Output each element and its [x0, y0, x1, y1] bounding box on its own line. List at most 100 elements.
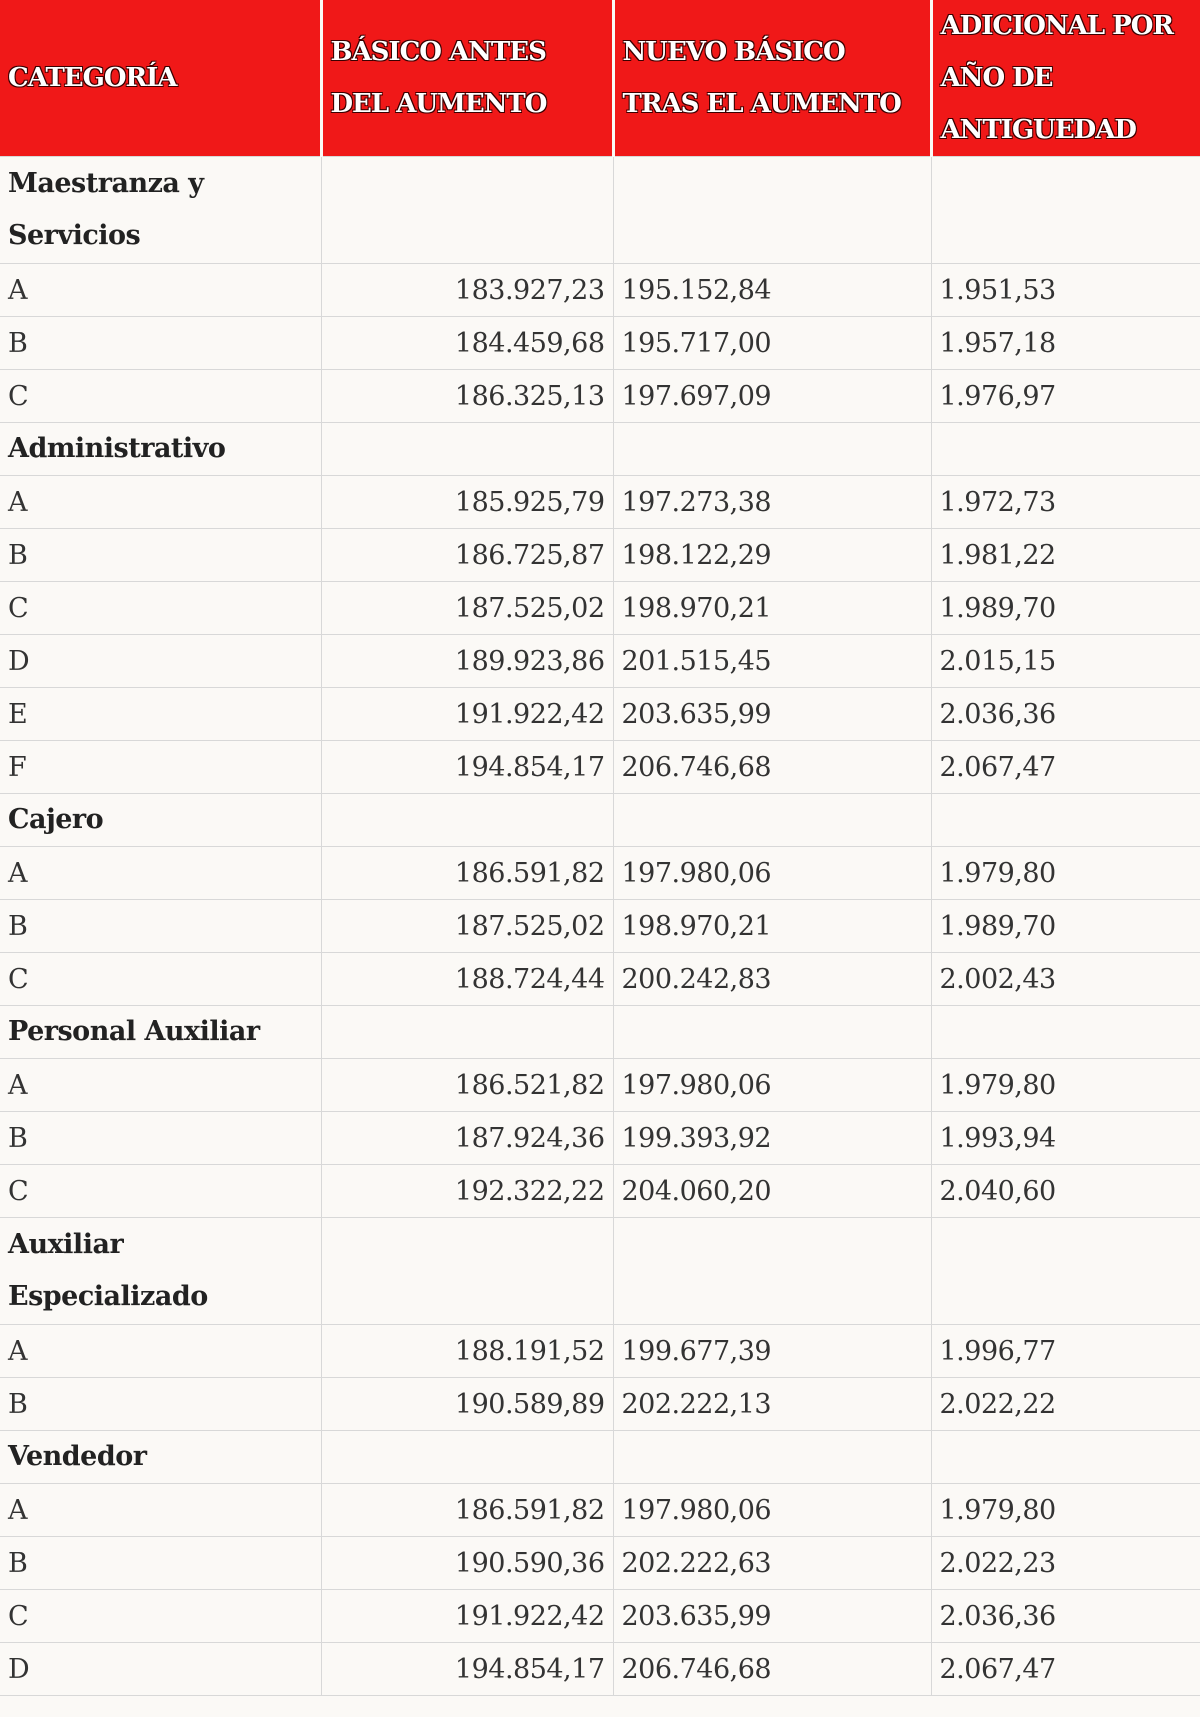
data-row: B 186.725,87 198.122,29 1.981,22: [0, 528, 1200, 582]
value-cell: 198.970,21: [612, 581, 932, 635]
empty-cell: [930, 156, 1200, 264]
data-row: D 194.854,17 206.746,68 2.067,47: [0, 1642, 1200, 1696]
category-cell: D: [0, 1642, 322, 1696]
data-row: B 190.590,36 202.222,63 2.022,23: [0, 1536, 1200, 1590]
category-cell: C: [0, 581, 322, 635]
value-cell: 190.589,89: [320, 1377, 614, 1431]
value-cell: 185.925,79: [320, 475, 614, 529]
value-cell: 188.191,52: [320, 1324, 614, 1378]
value-cell: 190.590,36: [320, 1536, 614, 1590]
category-cell: B: [0, 1377, 322, 1431]
group-name: Personal Auxiliar: [0, 1005, 322, 1059]
category-cell: C: [0, 1589, 322, 1643]
value-cell: 199.677,39: [612, 1324, 932, 1378]
value-cell: 2.067,47: [930, 1642, 1200, 1696]
group-row: Cajero: [0, 793, 1200, 847]
header-cell: CATEGORÍA: [0, 0, 323, 157]
empty-cell: [930, 1430, 1200, 1484]
group-name: Vendedor: [0, 1430, 322, 1484]
data-row: B 184.459,68 195.717,00 1.957,18: [0, 316, 1200, 370]
category-cell: A: [0, 1058, 322, 1112]
empty-cell: [612, 1217, 932, 1325]
value-cell: 1.979,80: [930, 1483, 1200, 1537]
category-cell: B: [0, 1111, 322, 1165]
value-cell: 202.222,13: [612, 1377, 932, 1431]
value-cell: 2.067,47: [930, 740, 1200, 794]
empty-cell: [612, 1430, 932, 1484]
value-cell: 198.970,21: [612, 899, 932, 953]
data-row: A 188.191,52 199.677,39 1.996,77: [0, 1324, 1200, 1378]
empty-cell: [320, 1005, 614, 1059]
value-cell: 1.979,80: [930, 846, 1200, 900]
value-cell: 1.957,18: [930, 316, 1200, 370]
value-cell: 2.036,36: [930, 1589, 1200, 1643]
empty-cell: [320, 156, 614, 264]
category-cell: C: [0, 952, 322, 1006]
value-cell: 1.981,22: [930, 528, 1200, 582]
value-cell: 189.923,86: [320, 634, 614, 688]
category-cell: D: [0, 634, 322, 688]
data-row: C 191.922,42 203.635,99 2.036,36: [0, 1589, 1200, 1643]
value-cell: 187.525,02: [320, 581, 614, 635]
data-row: B 187.525,02 198.970,21 1.989,70: [0, 899, 1200, 953]
header-row: CATEGORÍA BÁSICO ANTES DEL AUMENTO NUEVO B…: [0, 0, 1200, 157]
value-cell: 195.717,00: [612, 316, 932, 370]
value-cell: 200.242,83: [612, 952, 932, 1006]
category-cell: B: [0, 528, 322, 582]
data-row: E 191.922,42 203.635,99 2.036,36: [0, 687, 1200, 741]
value-cell: 194.854,17: [320, 1642, 614, 1696]
value-cell: 197.697,09: [612, 369, 932, 423]
data-row: A 186.591,82 197.980,06 1.979,80: [0, 1483, 1200, 1537]
value-cell: 2.036,36: [930, 687, 1200, 741]
category-cell: A: [0, 1324, 322, 1378]
data-row: B 187.924,36 199.393,92 1.993,94: [0, 1111, 1200, 1165]
category-cell: C: [0, 369, 322, 423]
category-cell: A: [0, 1483, 322, 1537]
category-cell: B: [0, 899, 322, 953]
value-cell: 1.989,70: [930, 581, 1200, 635]
value-cell: 183.927,23: [320, 263, 614, 317]
empty-cell: [320, 793, 614, 847]
group-row: Vendedor: [0, 1430, 1200, 1484]
data-row: A 186.591,82 197.980,06 1.979,80: [0, 846, 1200, 900]
value-cell: 197.980,06: [612, 1058, 932, 1112]
category-cell: A: [0, 846, 322, 900]
value-cell: 186.591,82: [320, 846, 614, 900]
value-cell: 191.922,42: [320, 1589, 614, 1643]
data-row: A 186.521,82 197.980,06 1.979,80: [0, 1058, 1200, 1112]
empty-cell: [930, 422, 1200, 476]
value-cell: 1.993,94: [930, 1111, 1200, 1165]
header-cell: NUEVO BÁSICO TRAS EL AUMENTO: [613, 0, 933, 157]
category-cell: B: [0, 1536, 322, 1590]
empty-cell: [930, 793, 1200, 847]
empty-cell: [320, 1430, 614, 1484]
data-row: A 185.925,79 197.273,38 1.972,73: [0, 475, 1200, 529]
group-name: Administrativo: [0, 422, 322, 476]
header-cell: ADICIONAL POR AÑO DE ANTIGUEDAD: [931, 0, 1200, 157]
group-row: Auxiliar Especializado: [0, 1217, 1200, 1325]
value-cell: 191.922,42: [320, 687, 614, 741]
value-cell: 203.635,99: [612, 1589, 932, 1643]
value-cell: 1.976,97: [930, 369, 1200, 423]
data-row: A 183.927,23 195.152,84 1.951,53: [0, 263, 1200, 317]
group-row: Maestranza y Servicios: [0, 156, 1200, 264]
data-row: B 190.589,89 202.222,13 2.022,22: [0, 1377, 1200, 1431]
value-cell: 204.060,20: [612, 1164, 932, 1218]
value-cell: 188.724,44: [320, 952, 614, 1006]
data-row: C 186.325,13 197.697,09 1.976,97: [0, 369, 1200, 423]
group-name: Auxiliar Especializado: [0, 1217, 322, 1325]
value-cell: 203.635,99: [612, 687, 932, 741]
empty-cell: [612, 156, 932, 264]
category-cell: F: [0, 740, 322, 794]
value-cell: 198.122,29: [612, 528, 932, 582]
value-cell: 206.746,68: [612, 1642, 932, 1696]
data-row: D 189.923,86 201.515,45 2.015,15: [0, 634, 1200, 688]
value-cell: 1.989,70: [930, 899, 1200, 953]
value-cell: 186.325,13: [320, 369, 614, 423]
group-name: Maestranza y Servicios: [0, 156, 322, 264]
empty-cell: [320, 422, 614, 476]
value-cell: 186.521,82: [320, 1058, 614, 1112]
value-cell: 1.979,80: [930, 1058, 1200, 1112]
value-cell: 187.924,36: [320, 1111, 614, 1165]
